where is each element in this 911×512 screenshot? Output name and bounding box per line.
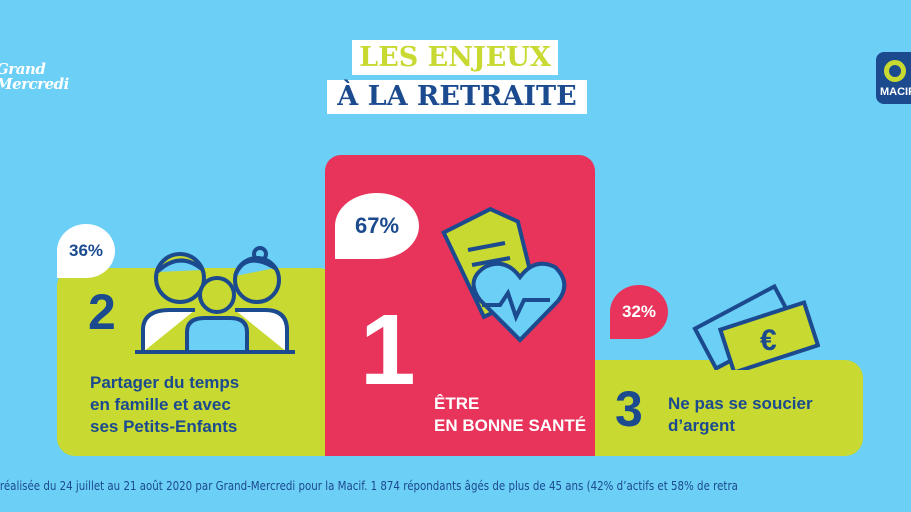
rank-1: 1 (360, 294, 416, 406)
podium-third (595, 360, 863, 456)
label-2: Partager du temps en famille et avec ses… (90, 372, 239, 438)
label-3: Ne pas se soucier d’argent (668, 393, 813, 437)
label-3-line1: Ne pas se soucier (668, 394, 813, 413)
label-2-line3: ses Petits-Enfants (90, 417, 238, 436)
rank-3: 3 (615, 381, 643, 437)
label-2-line1: Partager du temps (90, 373, 240, 392)
title-line1: LES ENJEUX (352, 40, 558, 75)
title-line2: À LA RETRAITE (327, 80, 587, 114)
percent-bubble-2: 36% (57, 224, 115, 278)
footnote: ête réalisée du 24 juillet au 21 août 20… (0, 478, 738, 493)
label-2-line2: en famille et avec (90, 395, 231, 414)
rank-2: 2 (88, 284, 116, 340)
label-1: ÊTRE EN BONNE SANTÉ (434, 393, 586, 437)
macif-logo: MACIF (876, 52, 911, 104)
health-document-heart-icon (441, 206, 567, 343)
percent-bubble-1: 67% (335, 193, 419, 259)
logo-line2: Mercredi (0, 75, 69, 93)
macif-text: MACIF (880, 86, 911, 98)
family-icon (135, 246, 295, 354)
podium-second (57, 268, 337, 456)
euro-banknote-icon: € (692, 283, 820, 370)
percent-bubble-3: 32% (610, 285, 668, 339)
grand-mercredi-logo: Grand Mercredi (0, 62, 69, 92)
label-1-line1: ÊTRE (434, 394, 480, 413)
label-3-line2: d’argent (668, 416, 736, 435)
svg-text:€: € (760, 324, 777, 357)
label-1-line2: EN BONNE SANTÉ (434, 416, 587, 435)
logo-line1: Grand (0, 60, 46, 78)
